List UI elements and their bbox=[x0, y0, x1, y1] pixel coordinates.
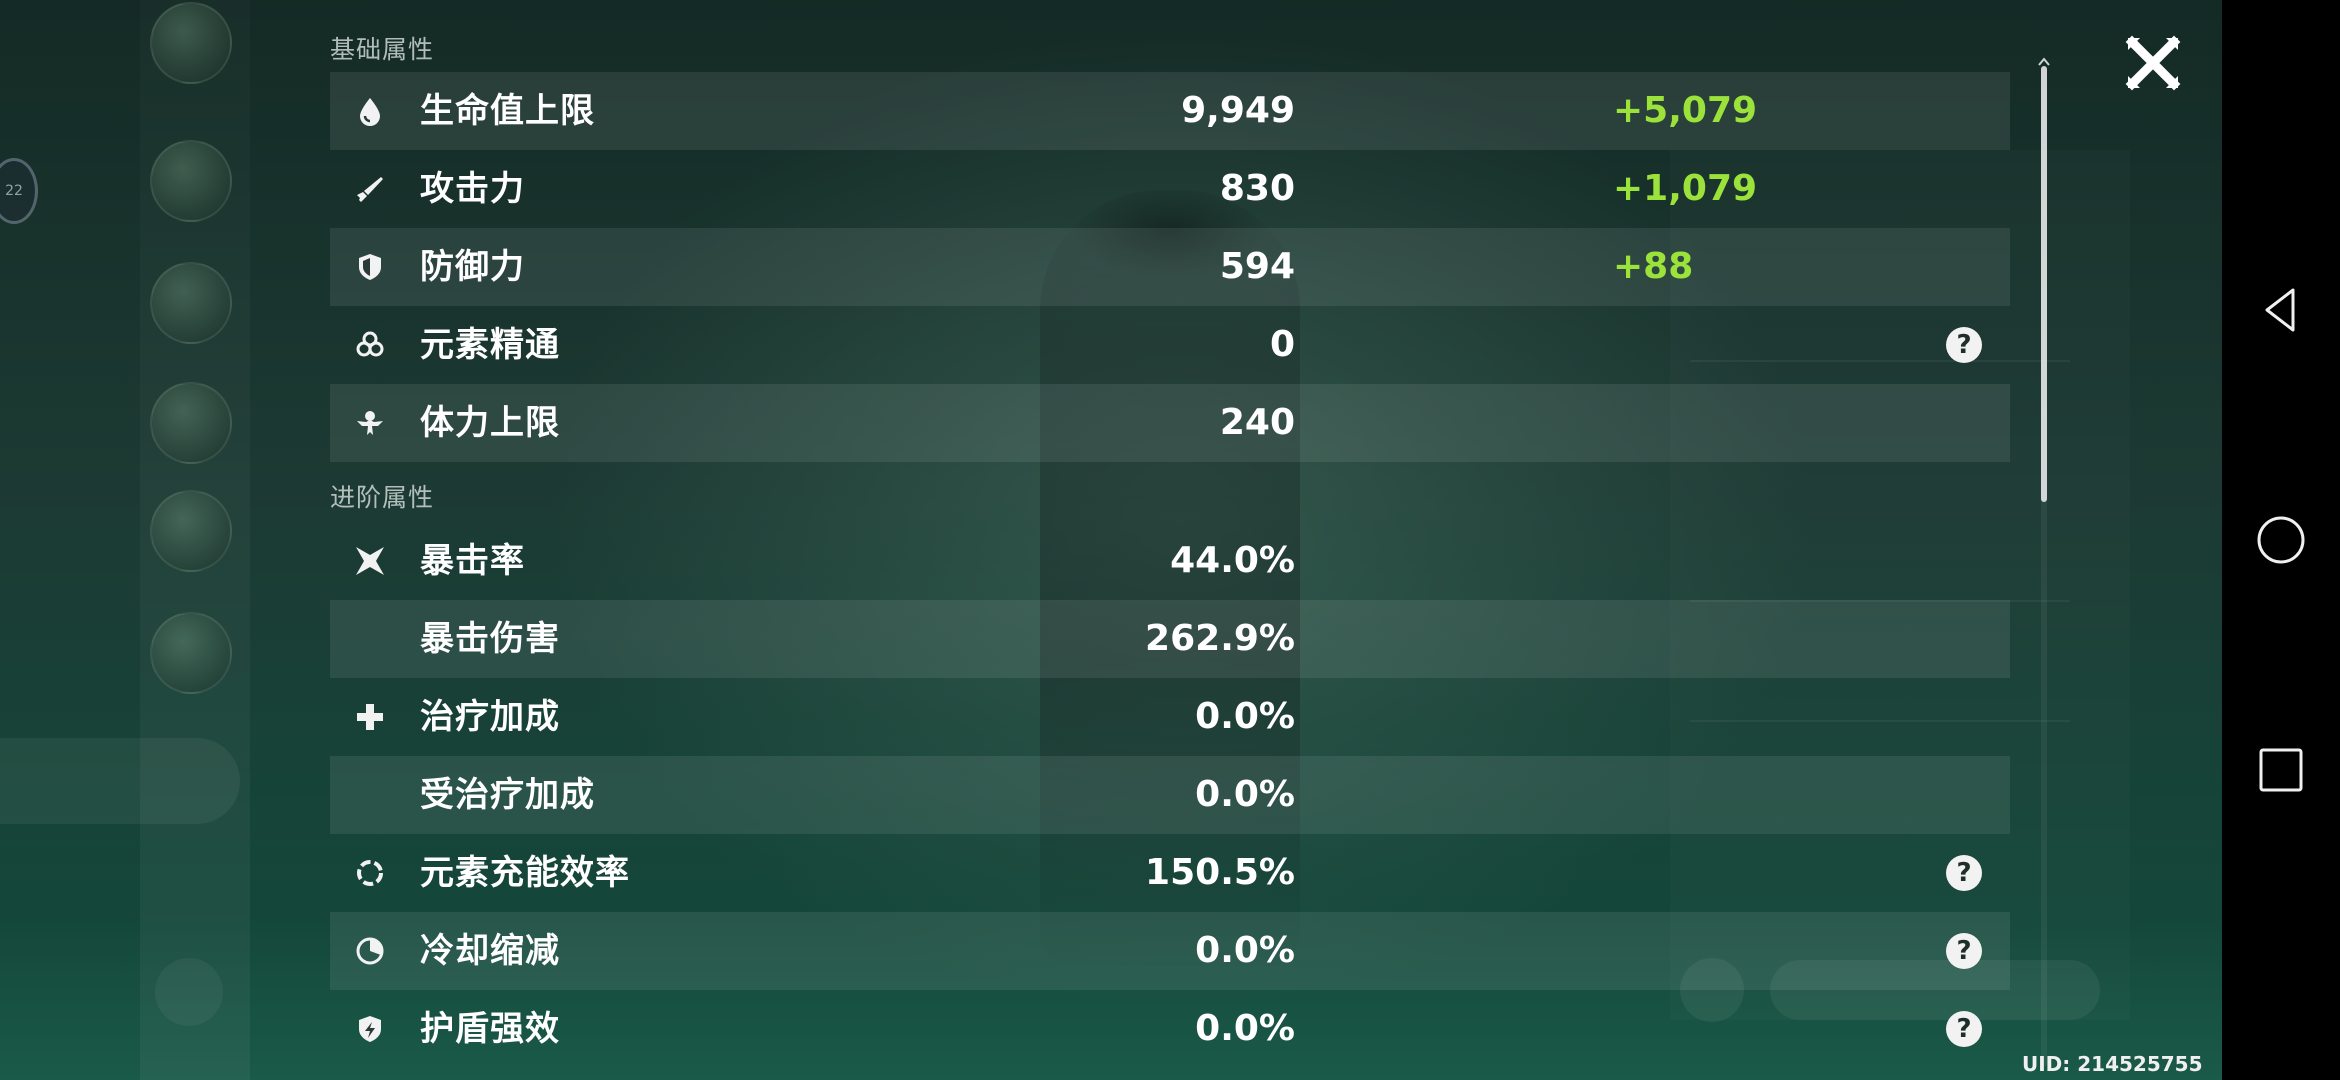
help-icon[interactable]: ? bbox=[1946, 855, 1982, 891]
elemental-mastery-icon bbox=[352, 327, 388, 363]
stat-label: 冷却缩减 bbox=[420, 931, 560, 971]
stat-row-healing-bonus[interactable]: 治疗加成 0.0% bbox=[330, 678, 2010, 756]
help-icon[interactable]: ? bbox=[1946, 327, 1982, 363]
stat-row-crit-dmg[interactable]: 暴击伤害 262.9% bbox=[330, 600, 2010, 678]
cooldown-icon bbox=[352, 933, 388, 969]
background-avatar bbox=[150, 262, 232, 344]
stat-row-cd-reduction[interactable]: 冷却缩减 0.0% ? bbox=[330, 912, 2010, 990]
section-title-basic: 基础属性 bbox=[330, 35, 435, 64]
stat-label: 护盾强效 bbox=[420, 1009, 560, 1049]
stat-label: 元素精通 bbox=[420, 325, 560, 365]
shield-strength-icon bbox=[352, 1011, 388, 1047]
background-avatar bbox=[150, 2, 232, 84]
attributes-panel: 基础属性 生命值上限 9,949 +5,079 攻击力 830 +1,079 防… bbox=[330, 20, 2010, 1080]
stat-value: 150.5% bbox=[1145, 852, 1295, 893]
background-avatar bbox=[150, 490, 232, 572]
sword-icon bbox=[352, 171, 388, 207]
help-icon[interactable]: ? bbox=[1946, 1011, 1982, 1047]
stat-value: 262.9% bbox=[1145, 618, 1295, 659]
water-drop-icon bbox=[352, 93, 388, 129]
background-avatar bbox=[150, 612, 232, 694]
stat-row-atk[interactable]: 攻击力 830 +1,079 bbox=[330, 150, 2010, 228]
recents-icon[interactable] bbox=[2255, 744, 2307, 796]
stat-label: 防御力 bbox=[420, 247, 525, 287]
close-icon[interactable] bbox=[2124, 34, 2182, 92]
help-icon[interactable]: ? bbox=[1946, 933, 1982, 969]
back-icon[interactable] bbox=[2255, 284, 2307, 336]
grid-menu-button bbox=[155, 958, 223, 1026]
stat-row-def[interactable]: 防御力 594 +88 bbox=[330, 228, 2010, 306]
stat-bonus: +1,079 bbox=[1613, 168, 1758, 209]
section-title-advanced: 进阶属性 bbox=[330, 483, 435, 512]
stat-row-max-hp[interactable]: 生命值上限 9,949 +5,079 bbox=[330, 72, 2010, 150]
stat-label: 攻击力 bbox=[420, 169, 525, 209]
stat-label: 受治疗加成 bbox=[420, 775, 595, 815]
stat-value: 0 bbox=[1269, 324, 1295, 365]
selected-tab-highlight bbox=[0, 738, 240, 824]
system-navigation-bar bbox=[2222, 0, 2340, 1080]
stat-value: 44.0% bbox=[1170, 540, 1295, 581]
stat-row-elemental-mastery[interactable]: 元素精通 0 ? bbox=[330, 306, 2010, 384]
stat-value: 594 bbox=[1219, 246, 1295, 287]
energy-recharge-icon bbox=[352, 855, 388, 891]
stat-bonus: +88 bbox=[1613, 246, 1694, 287]
character-list-column bbox=[140, 0, 250, 1080]
background-avatar bbox=[150, 140, 232, 222]
stat-row-incoming-healing[interactable]: 受治疗加成 0.0% bbox=[330, 756, 2010, 834]
stat-label: 暴击率 bbox=[420, 541, 525, 581]
stat-label: 生命值上限 bbox=[420, 91, 595, 131]
stat-label: 暴击伤害 bbox=[420, 619, 560, 659]
stat-value: 9,949 bbox=[1181, 90, 1295, 131]
home-icon[interactable] bbox=[2255, 514, 2307, 566]
cross-icon bbox=[352, 699, 388, 735]
scroll-up-arrow-icon bbox=[2038, 57, 2050, 66]
scrollbar-track[interactable] bbox=[2041, 66, 2047, 1066]
stat-row-shield-strength[interactable]: 护盾强效 0.0% ? bbox=[330, 990, 2010, 1068]
stat-row-energy-recharge[interactable]: 元素充能效率 150.5% ? bbox=[330, 834, 2010, 912]
stat-label: 体力上限 bbox=[420, 403, 560, 443]
scrollbar-thumb[interactable] bbox=[2041, 66, 2047, 502]
shield-icon bbox=[352, 249, 388, 285]
crit-star-icon bbox=[352, 543, 388, 579]
uid-label: UID: 214525755 bbox=[2022, 1052, 2203, 1076]
stat-value: 0.0% bbox=[1195, 1008, 1295, 1049]
stat-value: 0.0% bbox=[1195, 774, 1295, 815]
stat-label: 治疗加成 bbox=[420, 697, 560, 737]
background-avatar bbox=[150, 382, 232, 464]
stat-row-crit-rate[interactable]: 暴击率 44.0% bbox=[330, 522, 2010, 600]
stat-bonus: +5,079 bbox=[1613, 90, 1758, 131]
stat-value: 830 bbox=[1219, 168, 1295, 209]
level-badge: 22 bbox=[0, 158, 38, 224]
stamina-icon bbox=[352, 405, 388, 441]
stat-value: 240 bbox=[1219, 402, 1295, 443]
stat-label: 元素充能效率 bbox=[420, 853, 630, 893]
stat-value: 0.0% bbox=[1195, 696, 1295, 737]
stat-value: 0.0% bbox=[1195, 930, 1295, 971]
stat-row-stamina[interactable]: 体力上限 240 bbox=[330, 384, 2010, 462]
